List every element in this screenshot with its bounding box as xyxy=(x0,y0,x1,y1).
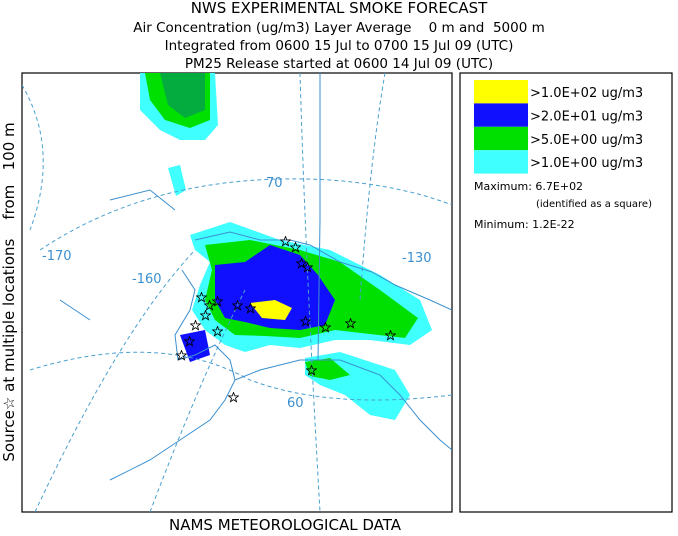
subtitle: Air Concentration (ug/m3) Layer Average … xyxy=(133,20,545,36)
plume xyxy=(145,73,210,128)
subtitle: Integrated from 0600 15 Jul to 0700 15 J… xyxy=(165,38,514,54)
plume xyxy=(180,330,210,362)
plume xyxy=(168,165,186,196)
footer: NAMS METEOROLOGICAL DATA xyxy=(169,516,402,532)
map-label: 70 xyxy=(266,176,283,191)
plume xyxy=(160,73,205,118)
title: NWS EXPERIMENTAL SMOKE FORECAST xyxy=(191,0,488,17)
legend-label: >2.0E+01 ug/m3 xyxy=(530,109,643,124)
legend-swatch xyxy=(474,150,528,174)
maximum-note: (identified as a square) xyxy=(536,199,652,210)
legend-swatch xyxy=(474,103,528,127)
legend-label: >1.0E+00 ug/m3 xyxy=(530,156,643,171)
plume xyxy=(305,358,350,380)
legend-label: >5.0E+00 ug/m3 xyxy=(530,133,643,148)
maximum: Maximum: 6.7E+02 xyxy=(474,180,583,193)
legend-swatch xyxy=(474,126,528,151)
graticule xyxy=(22,73,452,512)
legend-label: >1.0E+02 ug/m3 xyxy=(530,86,643,101)
map-label: -130 xyxy=(402,251,432,266)
map-label: -160 xyxy=(132,272,162,287)
map-label: 60 xyxy=(287,396,304,411)
coastline xyxy=(59,73,452,481)
legend-swatch xyxy=(474,80,528,104)
map: -170 -160 -130 70 60 xyxy=(21,72,453,513)
map-label: -170 xyxy=(42,249,72,264)
plume xyxy=(250,300,292,320)
subtitle: PM25 Release started at 0600 14 Jul 09 (… xyxy=(185,56,493,72)
side-label: Source☆ at multiple locations from 100 m xyxy=(0,122,18,461)
legend: >1.0E+02 ug/m3 >2.0E+01 ug/m3 >5.0E+00 ug/… xyxy=(459,72,673,513)
minimum: Minimum: 1.2E-22 xyxy=(474,218,575,231)
